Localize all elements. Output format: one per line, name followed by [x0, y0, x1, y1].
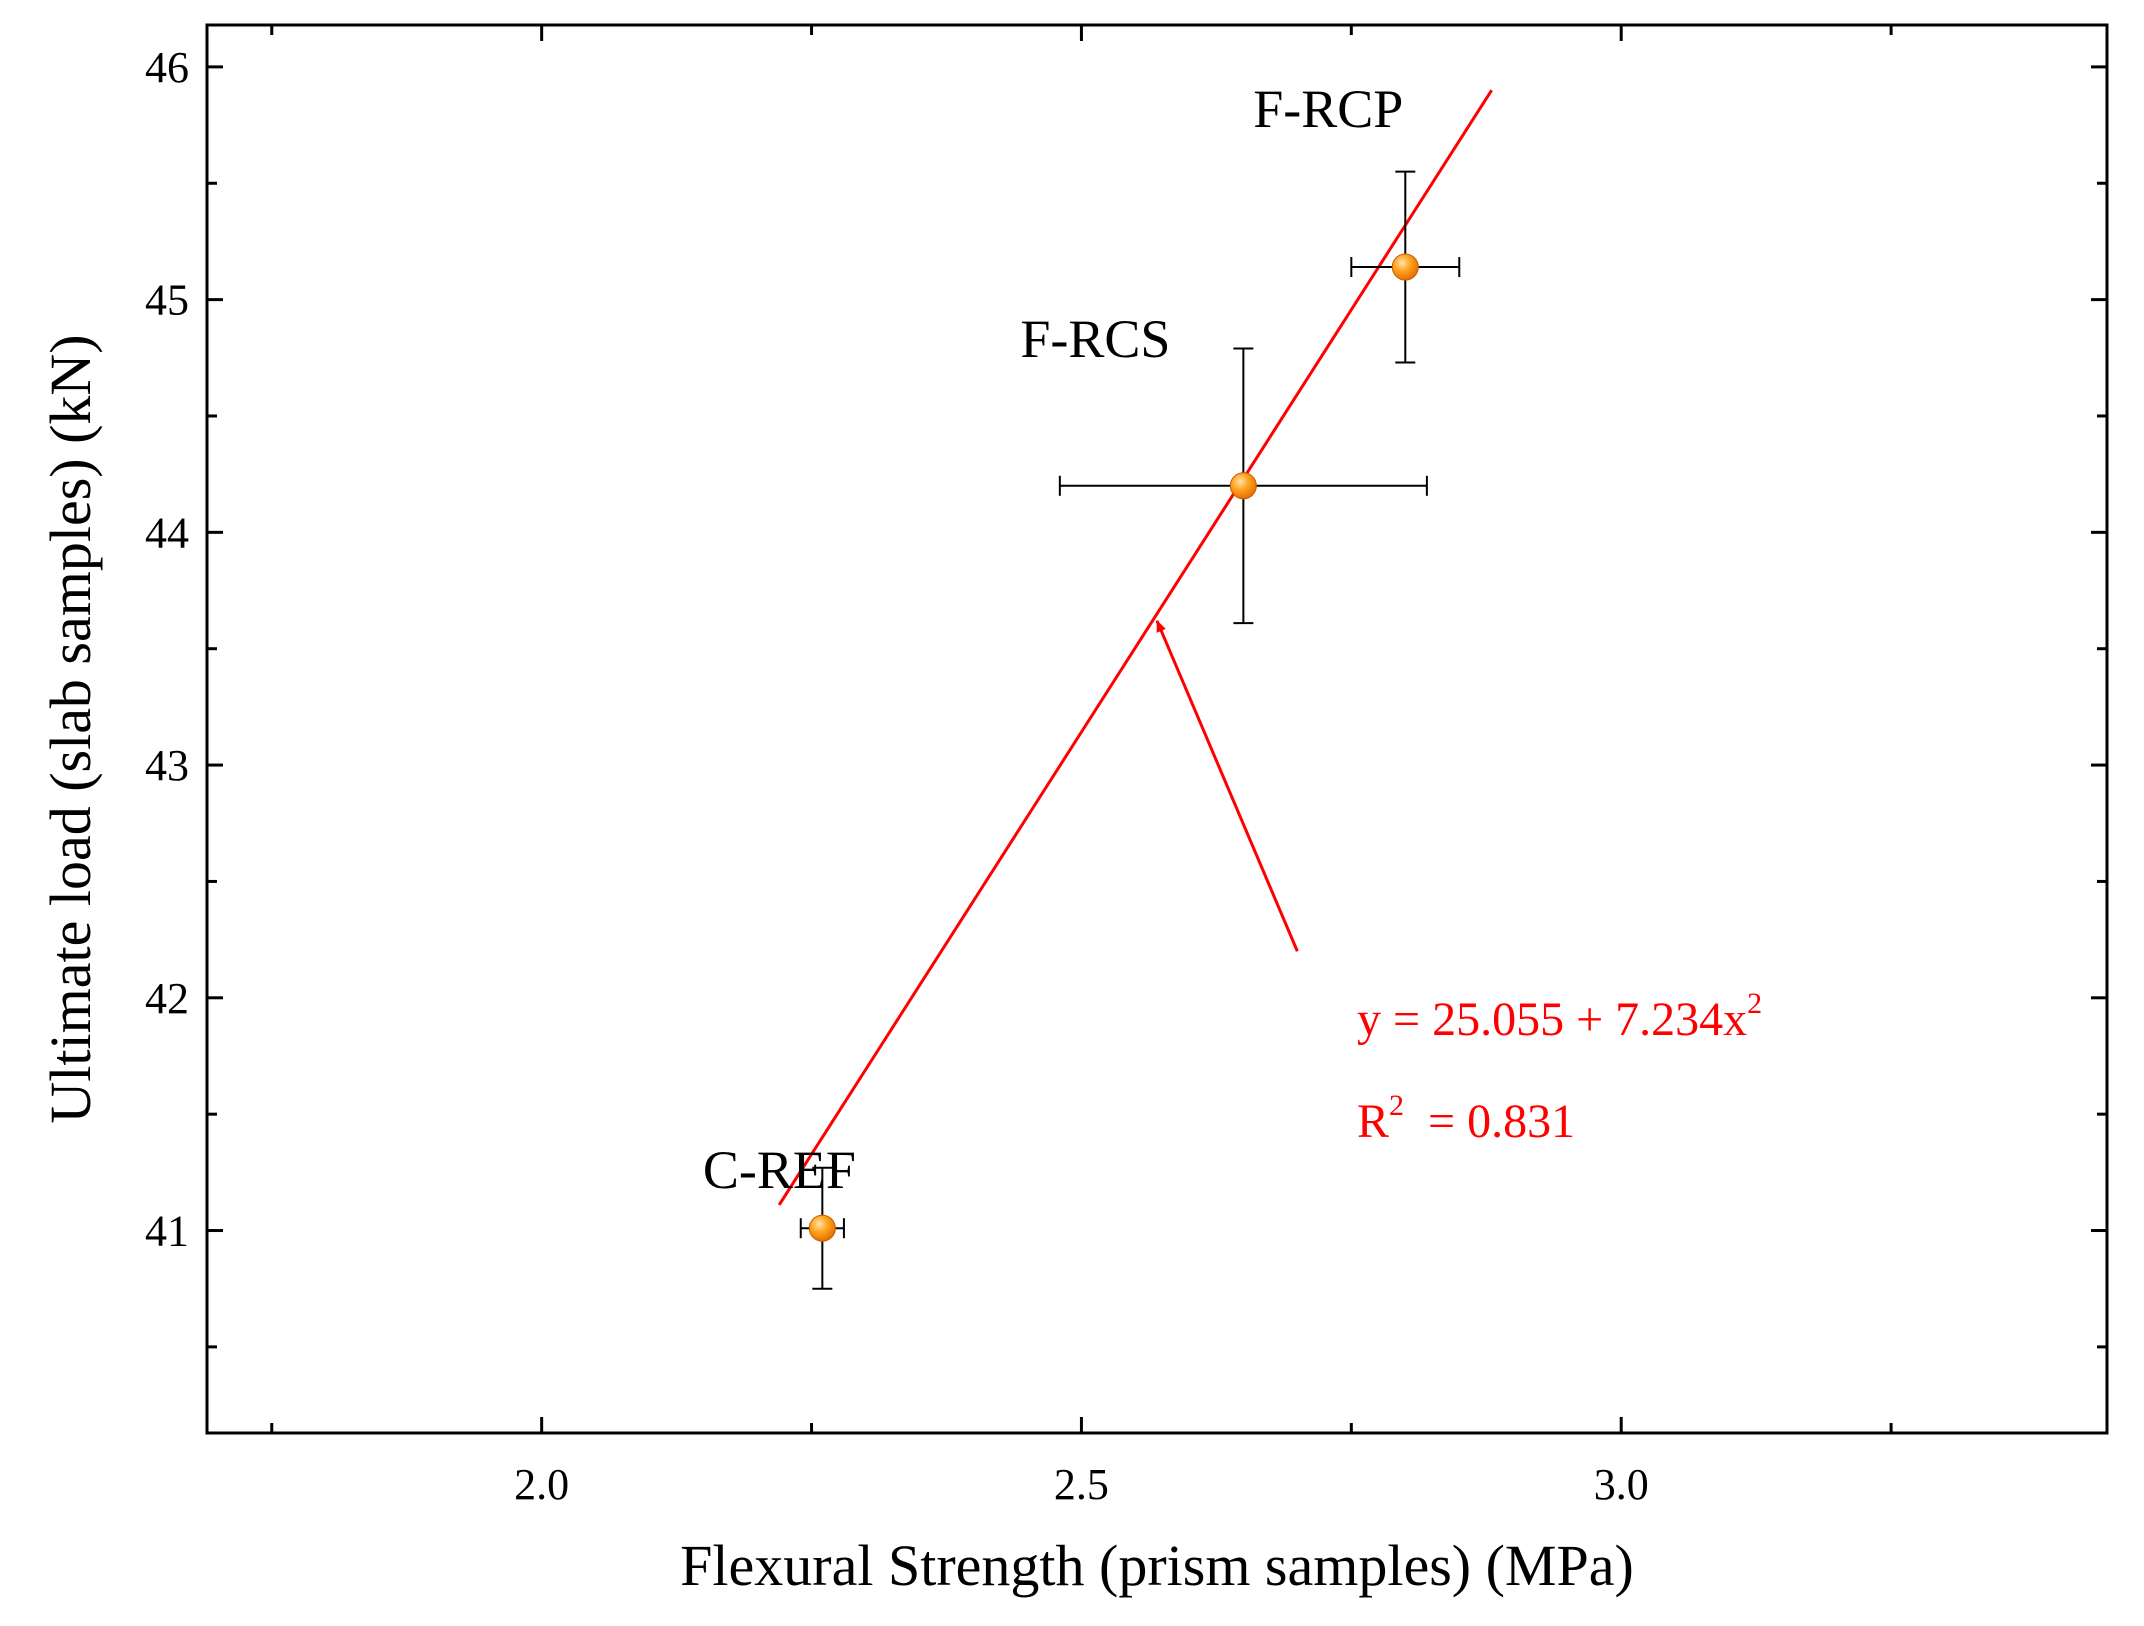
r-squared-superscript: 2: [1389, 1089, 1404, 1122]
x-axis-ticks: 2.0 2.5 3.0: [270, 25, 1893, 1509]
data-point-group: F-RCS: [1020, 309, 1428, 625]
point-label: F-RCP: [1253, 79, 1403, 139]
y-tick-label: 45: [145, 276, 189, 325]
r-squared-value: = 0.831: [1404, 1095, 1575, 1148]
x-axis-label: Flexural Strength (prism samples) (MPa): [680, 1533, 1634, 1598]
fit-line: [777, 89, 1493, 1206]
equation-label: y = 25.055 + 7.234x2: [1357, 987, 1762, 1046]
y-tick-label: 44: [145, 508, 189, 557]
x-tick-label: 2.0: [514, 1460, 569, 1509]
x-tick-label: 3.0: [1594, 1460, 1649, 1509]
y-tick-label: 43: [145, 741, 189, 790]
y-tick-label: 42: [145, 974, 189, 1023]
equation-text: y = 25.055 + 7.234x: [1357, 993, 1747, 1046]
data-point: [808, 1214, 836, 1242]
y-axis-label: Ultimate load (slab samples) (kN): [38, 334, 103, 1123]
y-tick-label: 46: [145, 43, 189, 92]
data-point: [1391, 253, 1419, 281]
point-label: F-RCS: [1020, 309, 1170, 369]
data-point-group: C-REF: [703, 1140, 856, 1290]
r-squared-label: R2 = 0.831: [1357, 1089, 1575, 1148]
y-axis-ticks: 41 42 43 44 45 46: [145, 43, 2107, 1349]
r-squared-symbol: R: [1357, 1095, 1389, 1148]
plot-frame: [205, 23, 2109, 1435]
equation-superscript: 2: [1747, 987, 1762, 1020]
point-label: C-REF: [703, 1140, 856, 1200]
x-tick-label: 2.5: [1054, 1460, 1109, 1509]
data-points: C-REF F-RCS F-RCP: [703, 79, 1461, 1290]
annotation-arrow: [1155, 619, 1299, 952]
data-point-group: F-RCP: [1253, 79, 1461, 364]
data-point: [1229, 472, 1257, 500]
y-tick-label: 41: [145, 1207, 189, 1256]
